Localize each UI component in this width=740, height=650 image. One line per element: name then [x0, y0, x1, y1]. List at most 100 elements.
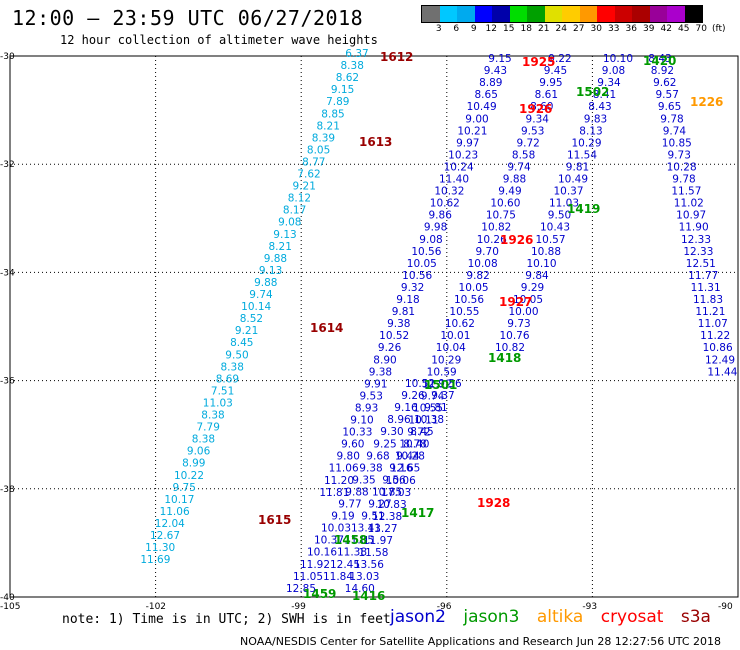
pass-time-label: 1419: [567, 202, 600, 216]
swh-value: 8.77: [302, 156, 325, 168]
swh-value: 9.32: [401, 282, 424, 294]
swh-value: 13.27: [368, 523, 398, 535]
swh-value: 10.40: [399, 439, 429, 451]
swh-value: 9.78: [660, 113, 683, 125]
swh-value: 8.38: [221, 361, 244, 373]
swh-value: 10.75: [486, 210, 516, 222]
swh-value: 9.15: [488, 53, 511, 65]
colorbar-label: 70: [695, 24, 707, 34]
swh-value: 10.85: [372, 486, 402, 498]
lon-tick-label: -90: [718, 602, 733, 612]
pass-time-label: 1502: [576, 85, 609, 99]
swh-value: 9.62: [653, 77, 676, 89]
swh-value: 9.38: [387, 318, 410, 330]
colorbar-swatch: [649, 6, 667, 22]
swh-value: 7.62: [297, 169, 320, 181]
swh-value: 11.07: [698, 318, 728, 330]
swh-value: 9.97: [456, 137, 479, 149]
swh-value: 11.38: [337, 547, 367, 559]
swh-value: 9.21: [293, 181, 316, 193]
swh-value: 10.56: [411, 246, 441, 258]
swh-value: 8.38: [341, 60, 364, 72]
swh-value: 9.16: [389, 462, 413, 474]
swh-value: 9.22: [548, 53, 571, 65]
swh-value: 11.58: [358, 547, 388, 559]
swh-value: 11.02: [674, 198, 704, 210]
swh-value: 10.85: [662, 137, 692, 149]
swh-value: 10.01: [440, 330, 470, 342]
colorbar-label: 3: [435, 24, 442, 34]
swh-value: 8.89: [479, 77, 502, 89]
swh-value: 8.43: [648, 53, 671, 65]
swh-value: 9.74: [421, 390, 445, 402]
colorbar-label: 12: [485, 24, 497, 34]
swh-value: 9.19: [331, 511, 354, 523]
swh-value: 6.37: [345, 48, 368, 60]
swh-value: 9.35: [352, 474, 375, 486]
colorbar-swatch: [614, 6, 632, 22]
swh-value: 11.21: [695, 306, 725, 318]
swh-value: 11.05: [293, 571, 323, 583]
colorbar-label: (ft): [711, 24, 726, 34]
swh-value: 9.29: [521, 282, 544, 294]
colorbar-label: 15: [503, 24, 515, 34]
swh-value: 8.85: [321, 108, 344, 120]
swh-value: 10.62: [430, 198, 460, 210]
swh-value: 9.91: [364, 378, 387, 390]
pass-time-label: 1925: [522, 55, 555, 69]
swh-value: 12.45: [330, 559, 360, 571]
colorbar-label: 39: [643, 24, 655, 34]
swh-value: 9.08: [602, 65, 625, 77]
swh-value: 9.73: [507, 318, 530, 330]
pass-time-label: 1926: [519, 102, 552, 116]
swh-value: 9.56: [438, 378, 462, 390]
swh-value: 13.41: [351, 523, 381, 535]
swh-value: 10.59: [427, 366, 457, 378]
lat-tick-label: -40: [0, 593, 15, 603]
colorbar-swatch: [684, 6, 702, 22]
swh-colorbar: [421, 5, 703, 23]
swh-value: 12.33: [681, 234, 711, 246]
legend-jason2: jason2: [390, 607, 446, 627]
swh-value: 9.50: [225, 349, 248, 361]
swh-value: 8.92: [651, 65, 674, 77]
pass-time-label: 1615: [258, 513, 291, 527]
swh-value: 10.82: [495, 342, 525, 354]
swh-value: 14.60: [345, 583, 375, 595]
pass-time-label: 1501: [424, 378, 457, 392]
swh-value: 11.03: [549, 198, 579, 210]
pass-time-label: 1612: [380, 50, 413, 64]
swh-value: 10.86: [703, 342, 733, 354]
colorbar-swatch: [579, 6, 597, 22]
legend-jason3: jason3: [463, 607, 520, 627]
swh-value: 10.11: [408, 415, 438, 427]
colorbar-swatch: [492, 6, 510, 22]
swh-value: 8.21: [317, 120, 340, 132]
swh-value: 10.16: [307, 547, 337, 559]
lat-tick-label: -36: [0, 377, 15, 387]
swh-value: 9.49: [498, 186, 521, 198]
swh-value: 9.88: [503, 174, 526, 186]
swh-value: 9.08: [419, 234, 442, 246]
swh-value: 10.14: [241, 301, 271, 313]
swh-value: 9.88: [254, 277, 277, 289]
colorbar-swatch: [597, 6, 615, 22]
swh-value: 9.08: [278, 217, 301, 229]
swh-value: 9.81: [566, 161, 589, 173]
swh-value: 12.67: [150, 530, 180, 542]
satellite-legend: jason2 jason3 altika cryosat s3a: [390, 607, 723, 627]
swh-value: 11.05: [344, 535, 374, 547]
colorbar-swatch: [527, 6, 545, 22]
colorbar-swatch: [422, 6, 440, 22]
legend-s3a: s3a: [680, 607, 711, 627]
pass-time-label: 1417: [401, 506, 434, 520]
swh-value: 11.30: [145, 542, 175, 554]
colorbar-swatch: [439, 6, 457, 22]
pass-time-label: 1459: [303, 587, 336, 601]
swh-value: 8.21: [269, 241, 292, 253]
colorbar-swatch: [544, 6, 562, 22]
swh-value: 9.88: [264, 253, 287, 265]
swh-value: 11.81: [319, 487, 349, 499]
swh-value: 9.75: [173, 482, 196, 494]
page-subtitle: 12 hour collection of altimeter wave hei…: [60, 33, 378, 47]
